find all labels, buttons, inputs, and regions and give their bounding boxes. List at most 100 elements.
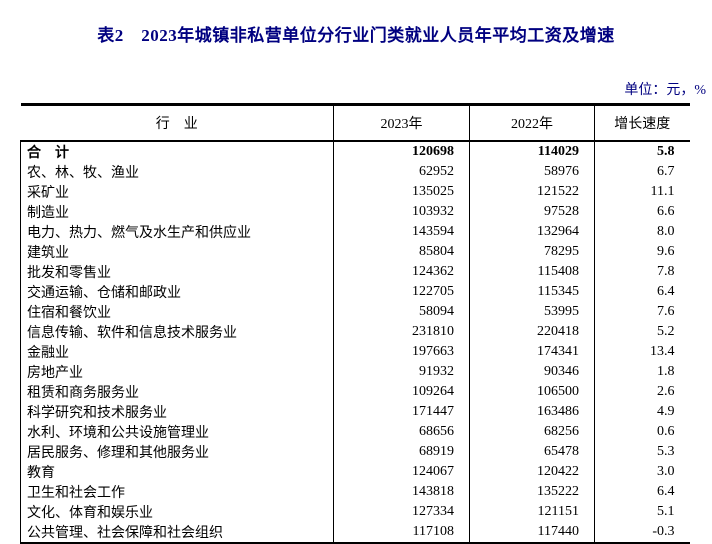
value-2023: 135025 (333, 181, 470, 202)
industry-name: 农、林、牧、渔业 (20, 161, 334, 182)
table-row: 制造业 103932 97528 6.6 (20, 201, 690, 222)
industry-name: 交通运输、仓储和邮政业 (20, 281, 334, 302)
header-row: 行 业 2023年 2022年 增长速度 (20, 104, 690, 141)
value-growth: 11.1 (594, 181, 690, 202)
table-row: 卫生和社会工作 143818 135222 6.4 (20, 481, 690, 502)
header-2022: 2022年 (469, 104, 595, 141)
industry-name: 科学研究和技术服务业 (20, 401, 334, 422)
value-growth: 3.0 (594, 461, 690, 482)
value-2022: 115345 (469, 281, 595, 302)
value-2023: 68656 (333, 421, 470, 442)
industry-name: 居民服务、修理和其他服务业 (20, 441, 334, 462)
value-growth: 13.4 (594, 341, 690, 362)
table-row-total: 合 计 120698 114029 5.8 (20, 140, 690, 162)
table-body: 合 计 120698 114029 5.8 农、林、牧、渔业 62952 589… (20, 140, 690, 543)
value-2023: 124362 (333, 261, 470, 282)
value-growth: 5.3 (594, 441, 690, 462)
value-growth: 0.6 (594, 421, 690, 442)
table-row: 电力、热力、燃气及水生产和供应业 143594 132964 8.0 (20, 221, 690, 242)
table-row: 交通运输、仓储和邮政业 122705 115345 6.4 (20, 281, 690, 302)
value-growth: 2.6 (594, 381, 690, 402)
value-2022: 106500 (469, 381, 595, 402)
value-2023: 143594 (333, 221, 470, 242)
industry-name: 文化、体育和娱乐业 (20, 501, 334, 522)
header-2023: 2023年 (333, 104, 470, 141)
value-2023: 91932 (333, 361, 470, 382)
table-header: 行 业 2023年 2022年 增长速度 (20, 104, 690, 141)
value-2023: 58094 (333, 301, 470, 322)
table-row: 教育 124067 120422 3.0 (20, 461, 690, 482)
table-row: 科学研究和技术服务业 171447 163486 4.9 (20, 401, 690, 422)
table-row: 住宿和餐饮业 58094 53995 7.6 (20, 301, 690, 322)
value-2023: 117108 (333, 521, 470, 543)
value-2023: 68919 (333, 441, 470, 462)
value-growth: 4.9 (594, 401, 690, 422)
value-2023: 122705 (333, 281, 470, 302)
value-2022: 65478 (469, 441, 595, 462)
value-2022: 53995 (469, 301, 595, 322)
value-2022: 120422 (469, 461, 595, 482)
value-growth: 6.4 (594, 481, 690, 502)
value-2022: 220418 (469, 321, 595, 342)
value-2023: 124067 (333, 461, 470, 482)
value-2023: 109264 (333, 381, 470, 402)
table-row: 建筑业 85804 78295 9.6 (20, 241, 690, 262)
value-growth: 5.8 (594, 140, 690, 162)
header-industry: 行 业 (155, 116, 198, 132)
value-growth: 6.6 (594, 201, 690, 222)
value-2022: 115408 (469, 261, 595, 282)
unit-note-row: 单位：元，% (20, 79, 706, 99)
table-row: 文化、体育和娱乐业 127334 121151 5.1 (20, 501, 690, 522)
industry-name: 电力、热力、燃气及水生产和供应业 (20, 221, 334, 242)
industry-name: 批发和零售业 (20, 261, 334, 282)
value-2022: 163486 (469, 401, 595, 422)
value-growth: 8.0 (594, 221, 690, 242)
industry-name: 采矿业 (20, 181, 334, 202)
table-row: 居民服务、修理和其他服务业 68919 65478 5.3 (20, 441, 690, 462)
industry-name: 教育 (20, 461, 334, 482)
table-row: 租赁和商务服务业 109264 106500 2.6 (20, 381, 690, 402)
industry-name: 房地产业 (20, 361, 334, 382)
value-growth: 1.8 (594, 361, 690, 382)
table-row: 金融业 197663 174341 13.4 (20, 341, 690, 362)
industry-name: 水利、环境和公共设施管理业 (20, 421, 334, 442)
value-2022: 114029 (469, 140, 595, 162)
value-2023: 127334 (333, 501, 470, 522)
value-2022: 78295 (469, 241, 595, 262)
value-2023: 231810 (333, 321, 470, 342)
value-2022: 68256 (469, 421, 595, 442)
page-title: 表2 2023年城镇非私营单位分行业门类就业人员年平均工资及增速 (97, 26, 615, 45)
wage-table: 行 业 2023年 2022年 增长速度 合 计 120698 114029 5… (20, 103, 690, 544)
table-row: 批发和零售业 124362 115408 7.8 (20, 261, 690, 282)
value-2023: 85804 (333, 241, 470, 262)
value-2022: 97528 (469, 201, 595, 222)
unit-note: 单位：元，% (624, 83, 706, 98)
industry-name: 金融业 (20, 341, 334, 362)
page: 表2 2023年城镇非私营单位分行业门类就业人员年平均工资及增速 单位：元，% … (0, 21, 712, 544)
value-2022: 174341 (469, 341, 595, 362)
industry-name: 信息传输、软件和信息技术服务业 (20, 321, 334, 342)
value-2023: 62952 (333, 161, 470, 182)
table-row: 农、林、牧、渔业 62952 58976 6.7 (20, 161, 690, 182)
value-growth: 7.8 (594, 261, 690, 282)
industry-name: 制造业 (20, 201, 334, 222)
value-2022: 121151 (469, 501, 595, 522)
table-row: 信息传输、软件和信息技术服务业 231810 220418 5.2 (20, 321, 690, 342)
value-2022: 135222 (469, 481, 595, 502)
header-growth: 增长速度 (594, 104, 690, 141)
value-growth: 9.6 (594, 241, 690, 262)
value-2023: 143818 (333, 481, 470, 502)
value-growth: 5.1 (594, 501, 690, 522)
value-2023: 103932 (333, 201, 470, 222)
industry-name: 住宿和餐饮业 (20, 301, 334, 322)
industry-name: 卫生和社会工作 (20, 481, 334, 502)
value-growth: 6.4 (594, 281, 690, 302)
table-row: 房地产业 91932 90346 1.8 (20, 361, 690, 382)
industry-name: 合 计 (20, 140, 334, 162)
value-2022: 90346 (469, 361, 595, 382)
value-2022: 117440 (469, 521, 595, 543)
table-row: 水利、环境和公共设施管理业 68656 68256 0.6 (20, 421, 690, 442)
value-2022: 58976 (469, 161, 595, 182)
value-growth: 7.6 (594, 301, 690, 322)
industry-name: 租赁和商务服务业 (20, 381, 334, 402)
